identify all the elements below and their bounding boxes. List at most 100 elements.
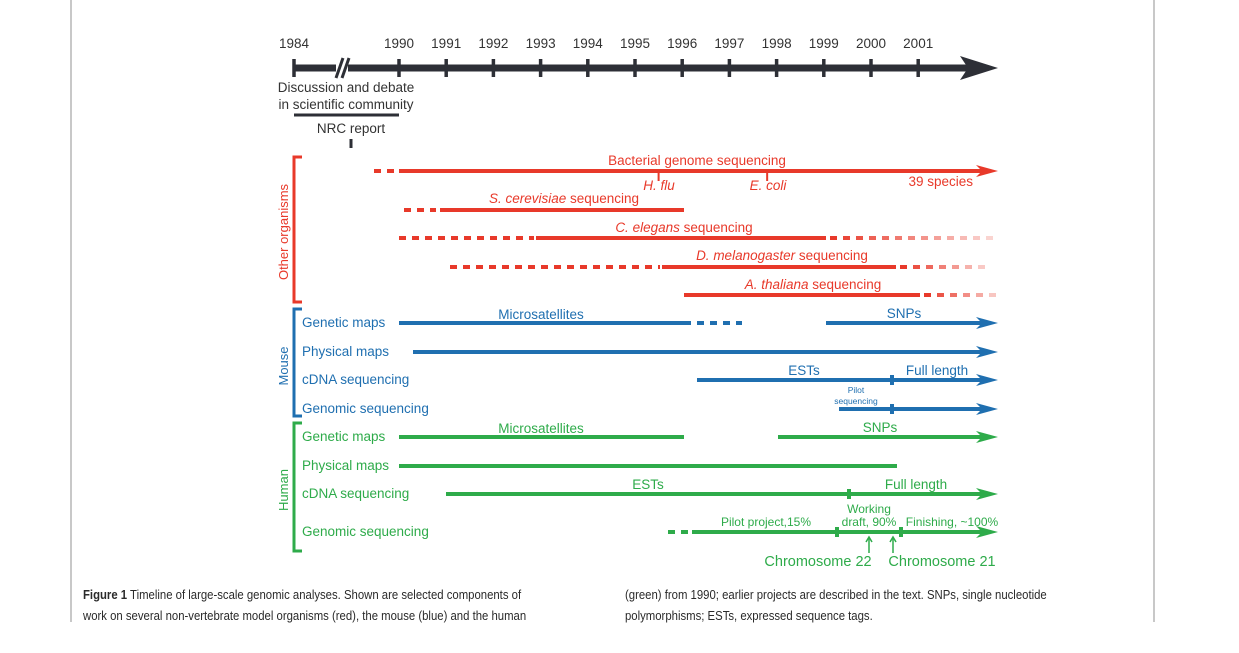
human-cdna-tick [847,489,851,499]
scer-label: S. cerevisiae sequencing [489,191,639,206]
celegans-fade-dash [856,236,863,240]
human-genomic-arrowhead [976,526,998,538]
axis-year-label: 1997 [714,36,744,51]
chromosome-22-arrowhead [865,535,873,543]
axis-year-label: 1999 [809,36,839,51]
dmel-label-italic: D. melanogaster [696,248,796,263]
human-row-label-genetic: Genetic maps [302,429,386,444]
discussion-label-line1: Discussion and debate [278,80,415,95]
axis-year-label: 1992 [478,36,508,51]
axis-year-label: 1984 [279,36,310,51]
bracket-human: Human [276,421,302,553]
chromosome-21-label: Chromosome 21 [888,554,995,570]
axis-year-label: 1998 [762,36,792,51]
bracket-mouse: Mouse [276,307,302,418]
athal-fade-dash [924,293,931,297]
axis-year-label: 1996 [667,36,697,51]
axis-year-label: 1991 [431,36,461,51]
mouse-microsatellites-note: Microsatellites [498,307,584,322]
athal-fade-dash [950,293,957,297]
caption-line: Figure 1 Timeline of large-scale genomic… [83,584,526,605]
celegans-fade-dash [960,236,967,240]
celegans-fade-dash [908,236,915,240]
mouse-genetic-arrowhead [976,317,998,329]
mouse-pilot-note-line2: sequencing [834,396,878,406]
mouse-genomic-tick [890,404,894,414]
athal-label-italic: A. thaliana [744,277,809,292]
human-row-label-genomic: Genomic sequencing [302,524,429,539]
mouse-cdna-arrowhead [976,374,998,386]
axis-year-label: 1993 [526,36,556,51]
celegans-label-rest: sequencing [680,220,753,235]
mouse-genomic-arrowhead [976,403,998,415]
dmel-label: D. melanogaster sequencing [696,248,868,263]
genomics-timeline-figure: 1984 1990 1991 1992 1993 1994 1995 1996 1997 1998… [276,36,999,570]
mouse-row-label-cdna: cDNA sequencing [302,372,409,387]
caption-left-column: Figure 1 Timeline of large-scale genomic… [83,584,526,626]
human-genomic-tick-draft [835,527,839,537]
human-row-label-cdna: cDNA sequencing [302,486,409,501]
human-microsatellites-note: Microsatellites [498,421,584,436]
axis-break-mark [334,57,345,79]
mouse-physical-arrowhead [976,346,998,358]
nrc-report-label: NRC report [317,121,386,136]
celegans-fade-dash [986,236,993,240]
mouse-row-label-genomic: Genomic sequencing [302,401,429,416]
celegans-fade-dash [843,236,850,240]
axis-break-mark [340,57,351,79]
scer-label-rest: sequencing [566,191,639,206]
page-border-right [1153,0,1155,622]
page-border-left [70,0,72,622]
marker-label-ecoli: E. coli [750,178,788,193]
human-row-label-physical: Physical maps [302,458,389,473]
celegans-fade-dash [830,236,837,240]
dmel-fade-dash [900,265,907,269]
scer-label-italic: S. cerevisiae [489,191,566,206]
athal-label: A. thaliana sequencing [744,277,882,292]
axis-year-label: 1990 [384,36,414,51]
dmel-fade-dash [978,265,985,269]
mouse-ests-note: ESTs [788,363,820,378]
celegans-fade-dash [895,236,902,240]
caption-line: polymorphisms; ESTs, expressed sequence … [625,608,873,623]
caption-right-column: (green) from 1990; earlier projects are … [625,584,1047,626]
marker-label-hflu: H. flu [643,178,675,193]
bracket-other-organisms: Other organisms [276,155,302,304]
celegans-fade-dash [934,236,941,240]
dmel-fade-dash [965,265,972,269]
group-label-human: Human [276,469,291,511]
athal-fade-dash [989,293,996,297]
human-genetic-arrowhead [976,431,998,443]
human-working-draft-line2: draft, 90% [842,515,897,529]
group-label-mouse: Mouse [276,346,291,385]
dmel-fade-dash [939,265,946,269]
bacterial-arrowhead [976,165,998,177]
mouse-row-label-genetic: Genetic maps [302,315,386,330]
athal-fade-dash [937,293,944,297]
human-snps-note: SNPs [863,420,898,435]
caption-line: (green) from 1990; earlier projects are … [625,587,1047,602]
human-full-length-note: Full length [885,477,947,492]
athal-label-rest: sequencing [808,277,881,292]
timeline-axis: 1984 1990 1991 1992 1993 1994 1995 1996 1997 1998… [279,36,998,80]
celegans-label-italic: C. elegans [615,220,680,235]
human-pilot-project-note: Pilot project,15% [721,515,811,529]
bacterial-label: Bacterial genome sequencing [608,153,786,168]
axis-year-label: 1994 [573,36,604,51]
human-working-draft-line1: Working [847,502,891,516]
caption-figure-label: Figure 1 [83,587,128,602]
mouse-pilot-note-line1: Pilot [848,385,865,395]
axis-year-label: 2000 [856,36,886,51]
mouse-snps-note: SNPs [887,306,922,321]
caption-line: work on several non-vertebrate model org… [83,608,527,623]
discussion-label-line2: in scientific community [278,97,413,112]
group-label-other: Other organisms [276,183,291,280]
celegans-fade-dash [973,236,980,240]
celegans-fade-dash [869,236,876,240]
dmel-fade-dash [952,265,959,269]
mouse-row-label-physical: Physical maps [302,344,389,359]
celegans-fade-dash [947,236,954,240]
mouse-cdna-tick [890,375,894,385]
mouse-full-length-note: Full length [906,363,968,378]
athal-fade-dash [963,293,970,297]
